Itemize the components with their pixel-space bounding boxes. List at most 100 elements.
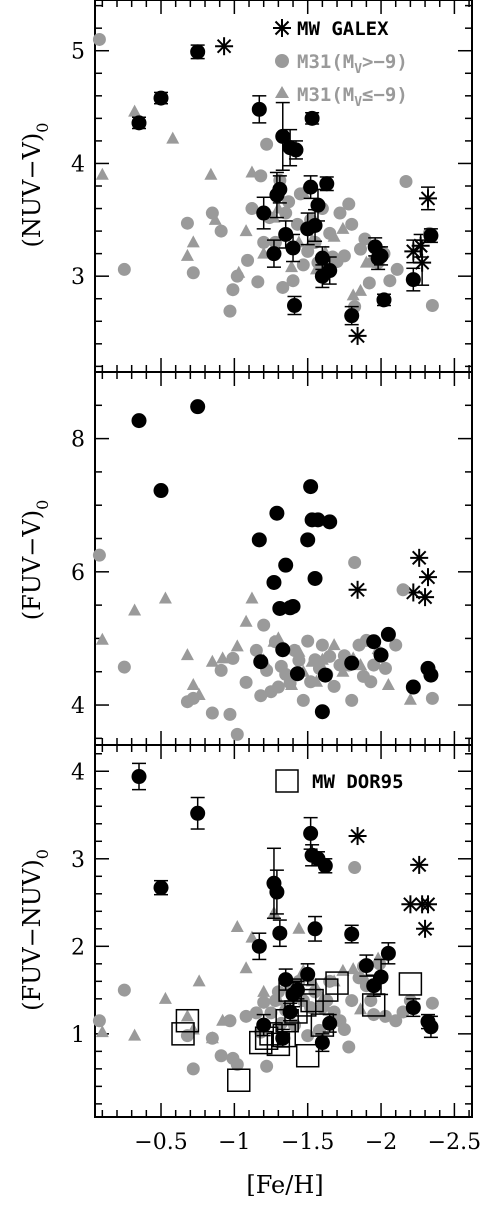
data-point (256, 1017, 272, 1033)
data-point (348, 827, 367, 846)
asterisk-stroke (411, 550, 427, 566)
asterisk-stroke (411, 857, 427, 873)
data-point (275, 642, 291, 658)
data-point (227, 1068, 251, 1092)
data-point (254, 689, 268, 703)
data-point (381, 678, 395, 691)
data-point (251, 101, 267, 117)
asterisk-stroke (216, 39, 232, 54)
asterisk-icon (273, 19, 291, 37)
data-point (153, 483, 169, 499)
data-point (216, 651, 230, 664)
data-point (223, 707, 237, 721)
data-point (186, 1062, 200, 1076)
data-point (192, 974, 206, 987)
data-point (295, 1043, 320, 1068)
plot-panels: 3 4 5 4 6 8 1 2 3 4 −0.5 −1 −1.5 −2 −2.5 (71, 0, 481, 1155)
asterisk-stroke (350, 328, 365, 344)
data-point (367, 1008, 381, 1022)
y-tick-label: 3 (71, 848, 85, 873)
legend-mw-galex: MW GALEX (297, 18, 389, 40)
asterisk-stroke (403, 897, 418, 912)
data-point (425, 298, 439, 312)
open-square-icon (275, 769, 299, 793)
data-point (327, 638, 341, 651)
gray-circle-icon (275, 54, 289, 68)
data-point (254, 169, 268, 183)
data-point (303, 825, 319, 841)
data-point (296, 185, 310, 198)
y-tick-label: 4 (71, 760, 85, 785)
data-point (310, 197, 326, 213)
data-point (300, 966, 316, 982)
data-point (398, 972, 423, 996)
y-tick-label: 4 (71, 152, 85, 177)
data-point (389, 638, 403, 652)
data-point (166, 131, 180, 144)
data-point (282, 195, 296, 209)
series-triangle-gray (95, 104, 385, 301)
data-point (287, 297, 303, 313)
data-point (278, 226, 294, 242)
legend-m31-bright: M31(MV≤−9) (297, 84, 408, 110)
data-point (314, 250, 330, 266)
data-point (269, 884, 285, 900)
data-point (285, 678, 299, 691)
series-circle-black (131, 399, 439, 720)
y-tick-label: 8 (71, 428, 85, 453)
data-point (367, 658, 381, 672)
asterisk-stroke (417, 589, 433, 605)
y-tick-label: 2 (71, 935, 85, 960)
y-tick-label: 3 (71, 265, 85, 290)
data-point (292, 644, 306, 657)
data-point (117, 262, 131, 276)
data-point (327, 229, 341, 242)
x-tick-label: −1.5 (281, 1130, 334, 1155)
y-tick-label: 6 (71, 561, 85, 586)
data-point (214, 1049, 228, 1063)
data-point (180, 1009, 194, 1022)
asterisk-stroke (406, 585, 421, 600)
data-point (271, 201, 285, 214)
data-point (305, 654, 319, 667)
data-point (251, 275, 265, 289)
data-point (239, 224, 253, 237)
data-point (251, 532, 267, 548)
data-point (418, 895, 437, 914)
data-point (256, 205, 272, 221)
data-point (239, 1009, 253, 1023)
legend-bottom: MW DOR95 (275, 769, 404, 793)
data-point (376, 292, 392, 308)
series-asterisk (348, 548, 437, 607)
data-point (383, 274, 397, 288)
data-point (345, 693, 359, 707)
data-point (158, 991, 172, 1004)
data-point (245, 165, 259, 178)
data-point (117, 983, 131, 997)
data-point (344, 655, 360, 671)
data-point (373, 969, 389, 985)
panel-3: 1 2 3 4 (71, 744, 473, 1118)
data-point (190, 805, 206, 821)
data-point (423, 667, 439, 683)
data-point (131, 413, 147, 429)
data-point (260, 1059, 274, 1073)
data-point (327, 679, 341, 693)
data-point (267, 210, 281, 223)
data-point (366, 634, 382, 650)
data-point (423, 1019, 439, 1035)
data-point (307, 217, 323, 233)
data-point (317, 858, 333, 874)
data-point (272, 181, 288, 197)
data-point (405, 679, 421, 695)
data-point (180, 648, 194, 661)
data-point (315, 638, 329, 652)
data-point (344, 926, 360, 942)
data-point (359, 670, 373, 683)
data-point (214, 224, 228, 238)
data-point (425, 996, 439, 1010)
data-point (128, 1028, 142, 1041)
data-point (358, 232, 372, 246)
data-point (278, 557, 294, 573)
